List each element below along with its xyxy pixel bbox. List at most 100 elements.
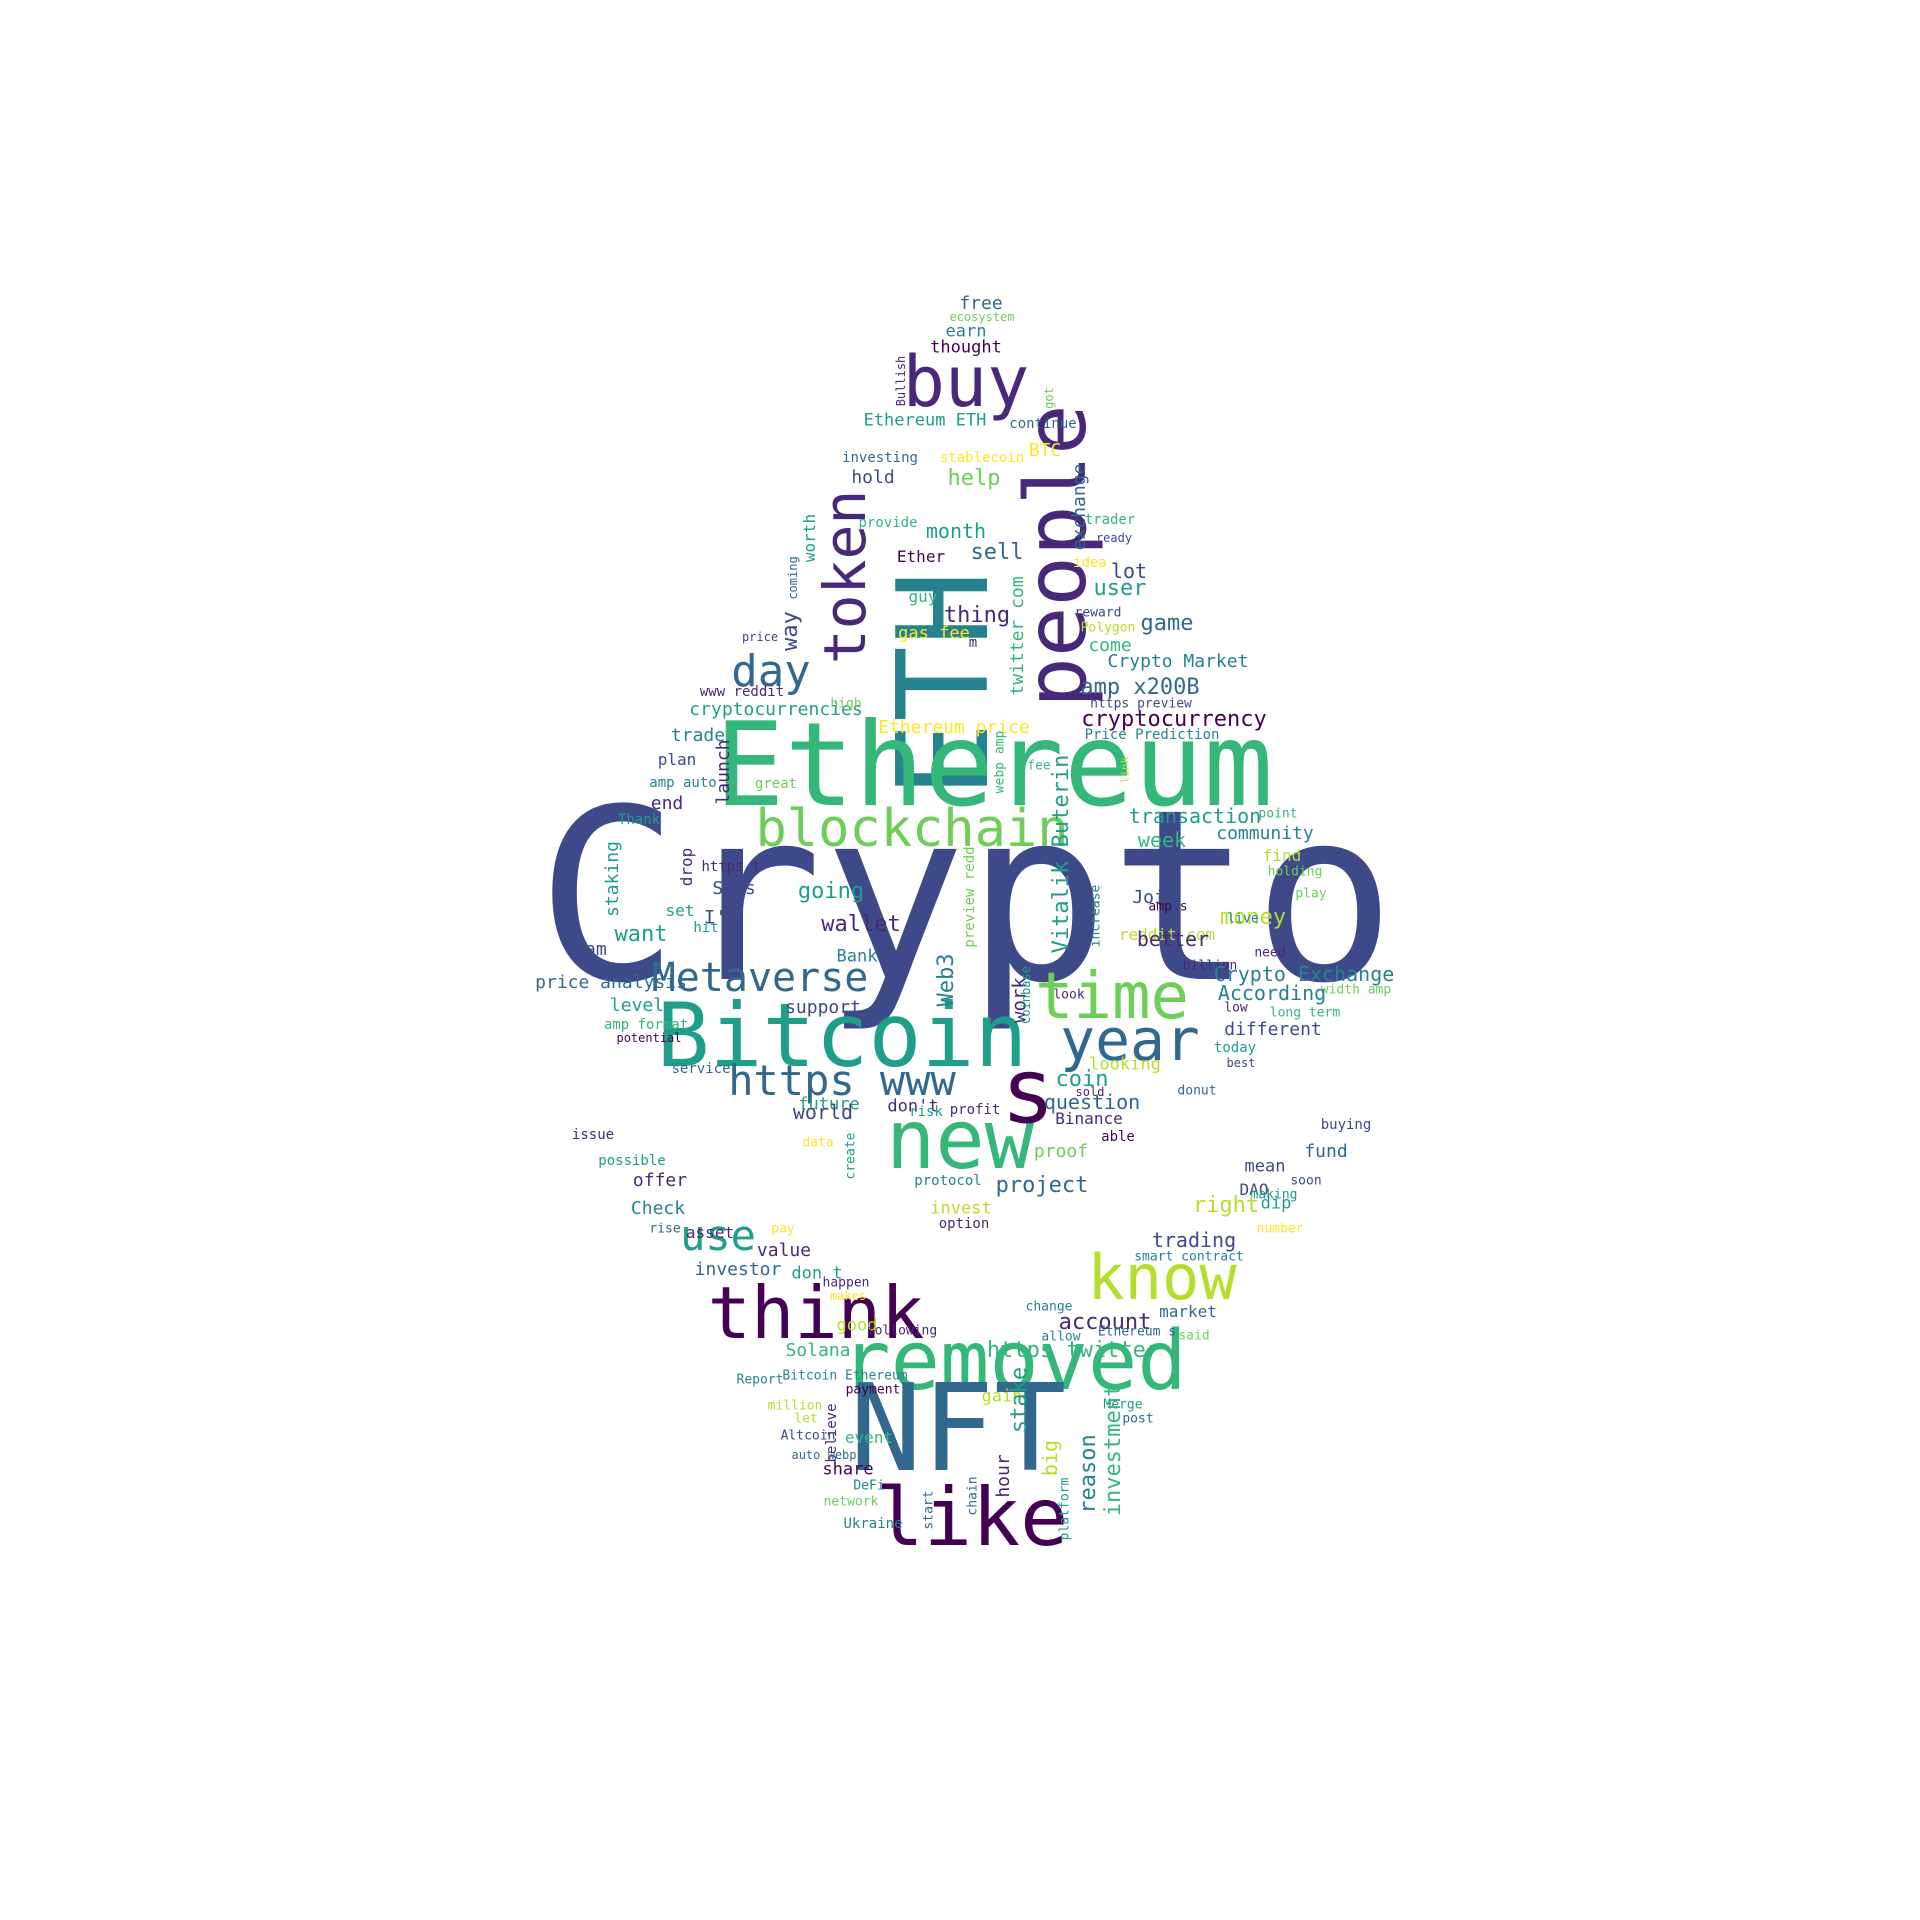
word-profit: profit [949,1102,1001,1118]
word-option: option [938,1216,990,1232]
word-soon: soon [1290,1173,1322,1189]
word-ethereum-eth: Ethereum ETH [863,410,987,431]
word-asset: asset [685,1223,735,1242]
word-staking: staking [602,841,623,917]
word-trading: trading [1151,1228,1237,1252]
word-trade: trade [670,725,726,746]
word-time: time [1034,960,1190,1034]
word-value: value [756,1240,812,1261]
word-proof: proof [1033,1141,1089,1162]
word-looking: looking [1089,1054,1161,1075]
word-stake: stake [1007,1366,1032,1434]
word-price: price [741,630,779,644]
word-able: able [1101,1129,1135,1145]
word-check: Check [630,1198,686,1219]
word-https-t: https t [701,859,761,875]
word-making: making [1250,1187,1298,1203]
word-dip: dip [1260,1193,1292,1214]
word-width-amp: width amp [1320,982,1392,998]
word-best: best [1226,1056,1256,1070]
word-merge: Merge [1103,1397,1143,1413]
word-ethereum: Ethereum [714,698,1274,833]
word-year: year [1060,1006,1200,1074]
word-game: game [1140,611,1194,636]
word-vitalik-buterin: Vitalik Buterin [1049,754,1074,954]
word-help: help [947,466,1001,491]
word-https-www: https www [728,1056,956,1105]
word-mean: mean [1244,1156,1286,1177]
word-holding: holding [1267,864,1323,880]
word-i-m: I'm [703,906,739,929]
word-webp-amp: webp amp [992,730,1008,794]
word-says: Says [712,878,756,899]
word-need: need [1254,945,1286,961]
word-look: look [1053,987,1085,1003]
word-donut: donut [1177,1083,1217,1099]
word-www-reddit: www reddit [699,684,785,700]
word-sell: sell [970,540,1024,565]
word-chain: chain [965,1476,981,1516]
word-right: right [1192,1193,1260,1218]
word-day: day [731,646,811,697]
word-amp-auto: amp auto [649,775,717,791]
word-launch: launch [713,739,734,805]
word-data: data [802,1135,834,1151]
word-exchange: exchange [1069,463,1090,551]
word-crypto-exchange: Crypto Exchange [1213,962,1395,986]
word-idea: idea [1073,555,1107,571]
word-twitter-com: twitter com [1007,576,1028,696]
word-month: month [925,519,987,543]
word-know: know [1087,1241,1237,1314]
word-altcoin: Altcoin [780,1428,836,1444]
word-join: Join [1132,887,1176,908]
word-possible: possible [598,1153,666,1169]
word-free: free [959,293,1003,314]
word-different: different [1224,1019,1322,1040]
word-binance: Binance [1055,1109,1123,1128]
word-price-prediction: Price Prediction [1084,727,1220,743]
word-better: better [1136,927,1210,951]
word-issue: issue [571,1127,615,1143]
word-crypto-market: Crypto Market [1107,651,1249,672]
word-sold: sold [1075,1085,1105,1099]
word-offer: offer [632,1170,688,1191]
word-s: s [1000,1039,1056,1144]
word-protocol: protocol [914,1173,982,1189]
word-ready: ready [1095,531,1133,545]
word-got: got [1042,387,1056,409]
word-thing: thing [943,603,1011,628]
word-thought: thought [930,337,1002,358]
word-bitcoin-ethereum: Bitcoin Ethereum [782,1368,908,1384]
word-reason: reason [1076,1434,1101,1514]
word-risk: risk [909,1104,943,1120]
word-makes: makes [829,1289,867,1303]
word-https-preview: https preview [1090,696,1192,712]
word-post: post [1122,1411,1154,1427]
word-trader: trader [1084,512,1136,528]
word-amp-s: amp s [1148,899,1188,915]
word-want: want [614,922,668,947]
word-like: like [875,1471,1069,1564]
word-service: service [671,1061,731,1077]
word-earn: earn [945,321,987,342]
word-cryptocurrencies: cryptocurrencies [689,699,863,720]
word-coin: coin [1055,1067,1109,1092]
word-fund: fund [1304,1141,1348,1162]
word-think: think [707,1271,925,1355]
word-rise: rise [649,1221,681,1237]
word-support: support [785,997,861,1018]
word-price-analysis: price analysis [535,972,687,993]
word-said: said [1178,1328,1210,1344]
word-payment: payment [845,1382,901,1398]
word-potential: potential [616,1031,682,1045]
word-create: create [843,1132,859,1180]
word-billion: billion [1182,958,1238,974]
word-removed: removed [841,1314,1187,1409]
word-drop: drop [677,847,696,887]
word-investor: investor [694,1259,782,1280]
word-web3: Web3 [934,953,959,1007]
word-start: start [921,1490,937,1530]
word-big: big [1038,1439,1062,1477]
word-plan: plan [657,750,697,769]
